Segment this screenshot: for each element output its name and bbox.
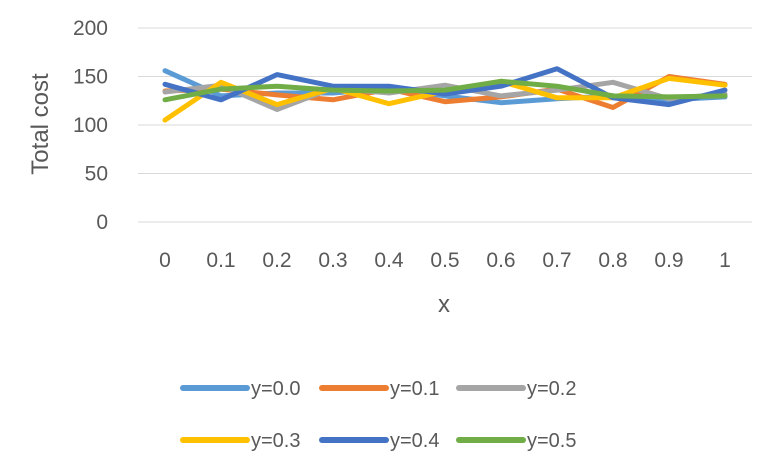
legend-label: y=0.1 bbox=[390, 378, 439, 400]
y-axis-ticks: 0 50 100 150 200 bbox=[73, 17, 108, 234]
y-axis-title: Total cost bbox=[27, 73, 54, 175]
x-tick-label: 0.1 bbox=[206, 249, 235, 272]
legend-label: y=0.2 bbox=[527, 378, 576, 400]
y-tick-label: 100 bbox=[73, 114, 108, 137]
y-tick-label: 200 bbox=[73, 17, 108, 40]
legend-label: y=0.4 bbox=[390, 430, 439, 452]
x-tick-label: 0.6 bbox=[486, 249, 515, 272]
x-tick-label: 0.2 bbox=[262, 249, 291, 272]
legend-label: y=0.0 bbox=[251, 378, 300, 400]
y-tick-label: 50 bbox=[85, 163, 108, 186]
legend-label: y=0.3 bbox=[251, 430, 300, 452]
legend: y=0.0 y=0.1 y=0.2 y=0.3 y=0.4 y=0.5 bbox=[180, 378, 576, 452]
x-axis-ticks: 0 0.1 0.2 0.3 0.4 0.5 0.6 0.7 0.8 0.9 1 bbox=[159, 249, 731, 272]
series-line-y=0.2 bbox=[162, 79, 728, 112]
x-tick-label: 0.4 bbox=[374, 249, 404, 272]
y-tick-label: 0 bbox=[96, 211, 108, 234]
series-line-y=0.4 bbox=[162, 66, 728, 108]
y-tick-label: 150 bbox=[73, 66, 108, 89]
x-axis-title: x bbox=[438, 291, 450, 318]
legend-label: y=0.5 bbox=[527, 430, 576, 452]
x-tick-label: 1 bbox=[719, 249, 731, 272]
x-tick-label: 0 bbox=[159, 249, 171, 272]
x-tick-label: 0.3 bbox=[318, 249, 347, 272]
x-tick-label: 0.7 bbox=[542, 249, 571, 272]
x-tick-label: 0.8 bbox=[598, 249, 627, 272]
gridlines bbox=[138, 27, 752, 223]
series-lines bbox=[162, 66, 728, 123]
x-tick-label: 0.5 bbox=[430, 249, 459, 272]
series-line-y=0.5 bbox=[162, 78, 728, 103]
x-tick-label: 0.9 bbox=[654, 249, 683, 272]
